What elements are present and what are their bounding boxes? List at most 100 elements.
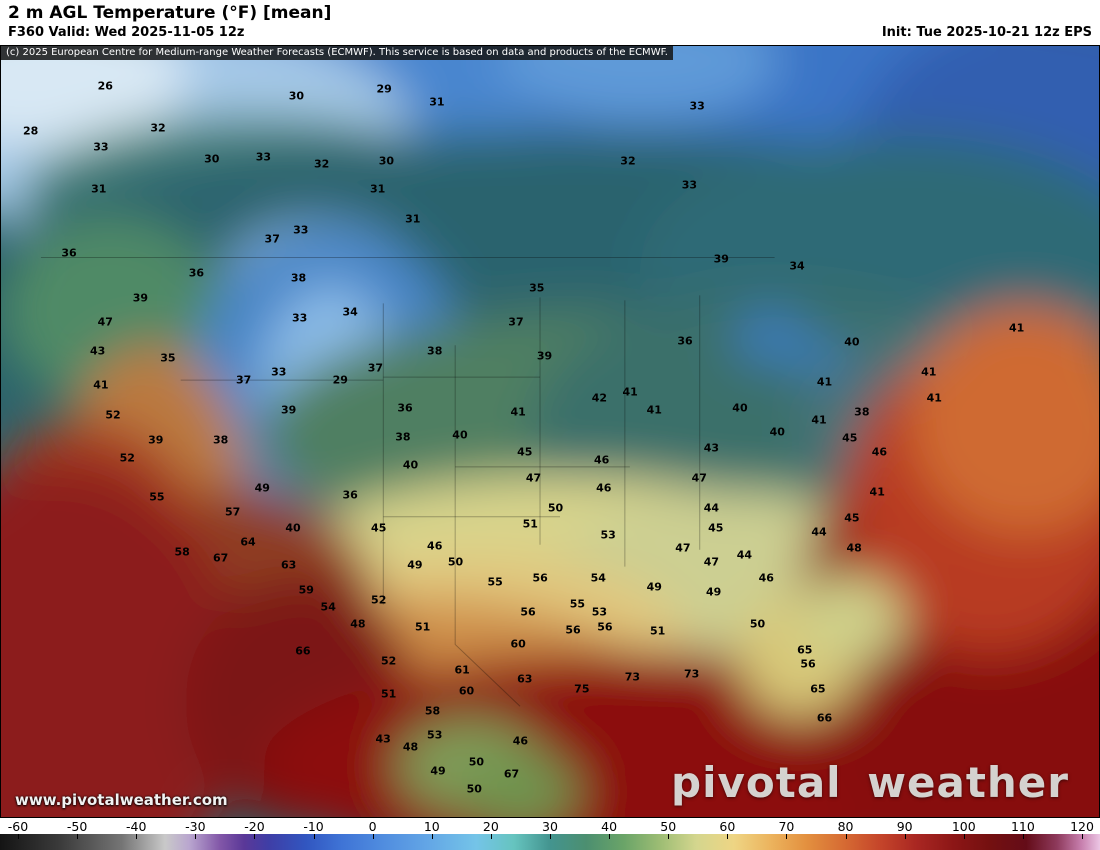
temp-label: 39: [148, 433, 164, 447]
temp-label: 41: [510, 405, 526, 419]
temp-label: 41: [869, 485, 885, 499]
colorbar-tick-mark: [77, 834, 79, 839]
temp-label: 58: [424, 704, 441, 718]
temp-label: 51: [522, 517, 538, 531]
temp-label: 40: [452, 428, 468, 442]
colorbar-tick-label: 90: [896, 819, 913, 834]
temp-label: 32: [620, 154, 636, 168]
temp-label: 45: [371, 521, 387, 535]
colorbar-tick-label: 100: [951, 819, 976, 834]
temp-label: 75: [574, 682, 590, 696]
temp-label: 41: [921, 365, 937, 379]
temp-label: 44: [811, 525, 827, 539]
colorbar: -60 -50 -40 -30 -20 -10 0 10 20 30 40 50 60 70 80 90 100…: [0, 818, 1100, 850]
temp-label: 57: [225, 505, 241, 519]
colorbar-tick-label: 120: [1070, 819, 1094, 834]
temp-label: 55: [149, 490, 165, 504]
temp-label: 39: [536, 349, 553, 363]
page-title: 2 m AGL Temperature (°F) [mean]: [8, 3, 332, 23]
temp-label: 41: [646, 403, 662, 417]
temp-label: 29: [332, 373, 348, 387]
temp-label: 49: [407, 558, 423, 572]
temp-label: 46: [512, 734, 528, 748]
temp-label: 34: [789, 259, 805, 273]
attribution-bar: (c) 2025 European Centre for Medium-rang…: [1, 46, 673, 60]
temp-label: 34: [342, 305, 358, 319]
colorbar-tick-label: -30: [185, 819, 206, 834]
init-time: Init: Tue 2025-10-21 12z EPS: [881, 25, 1092, 40]
temp-label: 66: [295, 644, 311, 658]
temp-label: 55: [569, 597, 586, 611]
colorbar-tick-mark: [668, 834, 670, 839]
temp-label: 56: [565, 623, 581, 637]
temp-label: 31: [91, 182, 107, 196]
colorbar-tick-mark: [845, 834, 847, 839]
temp-label: 49: [646, 580, 662, 594]
temp-label: 41: [926, 391, 942, 405]
temp-label: 40: [732, 401, 748, 415]
temp-label: 38: [854, 405, 870, 419]
temp-label: 35: [160, 351, 176, 365]
colorbar-tick-label: 70: [778, 819, 795, 834]
watermark: www.pivotalweather.com: [15, 791, 228, 809]
colorbar-tick-mark: [431, 834, 433, 839]
temperature-field: [1, 46, 1099, 817]
temp-label: 46: [871, 445, 888, 459]
temp-label: 37: [264, 232, 280, 246]
temp-label: 33: [681, 178, 698, 192]
temp-label: 50: [547, 501, 564, 515]
temp-label: 47: [675, 541, 691, 555]
temp-label: 58: [174, 545, 190, 559]
temp-label: 38: [395, 430, 411, 444]
colorbar-tick-label: -40: [126, 819, 147, 834]
temp-label: 49: [705, 585, 722, 599]
temp-label: 32: [150, 121, 166, 135]
temp-label: 33: [291, 311, 308, 325]
colorbar-tick-mark: [313, 834, 315, 839]
temp-label: 49: [254, 481, 270, 495]
temp-label: 40: [769, 425, 785, 439]
colorbar-tick-mark: [727, 834, 729, 839]
temp-label: 52: [371, 593, 387, 607]
colorbar-tick-mark: [136, 834, 138, 839]
temp-label: 39: [281, 403, 297, 417]
temp-label: 53: [427, 728, 443, 741]
temp-label: 51: [414, 620, 431, 634]
temp-label: 37: [236, 373, 252, 387]
temp-label: 33: [93, 140, 109, 154]
temp-label: 40: [844, 335, 860, 349]
colorbar-bar-wrap: [0, 834, 1100, 850]
temp-label: 52: [119, 451, 135, 465]
time-row: F360 Valid: Wed 2025-11-05 12z Init: Tue…: [8, 24, 1092, 42]
temp-label: 60: [510, 637, 526, 651]
temp-label: 67: [503, 767, 520, 781]
temp-label: 30: [288, 89, 305, 103]
temp-label: 54: [590, 571, 606, 585]
temp-label: 31: [405, 212, 421, 226]
colorbar-tick-mark: [490, 834, 492, 839]
state-boundaries: [40, 256, 775, 707]
temp-label: 44: [703, 501, 720, 515]
temp-label: 73: [624, 670, 640, 684]
temp-label: 45: [708, 521, 724, 535]
colorbar-tick-mark: [18, 834, 19, 839]
temp-label: 47: [691, 471, 707, 485]
temp-label: 40: [402, 458, 419, 472]
temp-label: 41: [622, 385, 638, 399]
temp-label: 56: [532, 571, 548, 585]
temp-label: 67: [212, 551, 229, 565]
colorbar-tick-mark: [1082, 834, 1083, 839]
colorbar-tick-label: 40: [601, 819, 618, 834]
temp-label: 66: [816, 711, 833, 725]
colorbar-tick-mark: [372, 834, 374, 839]
temp-label: 33: [255, 150, 272, 164]
temp-label: 65: [797, 643, 813, 657]
temp-label: 51: [380, 687, 397, 701]
colorbar-tick-mark: [904, 834, 906, 839]
colorbar-tick-mark: [254, 834, 256, 839]
temp-label: 45: [842, 431, 858, 445]
colorbar-tick-mark: [786, 834, 788, 839]
temp-label: 51: [649, 624, 666, 638]
temp-label: 54: [320, 600, 336, 614]
